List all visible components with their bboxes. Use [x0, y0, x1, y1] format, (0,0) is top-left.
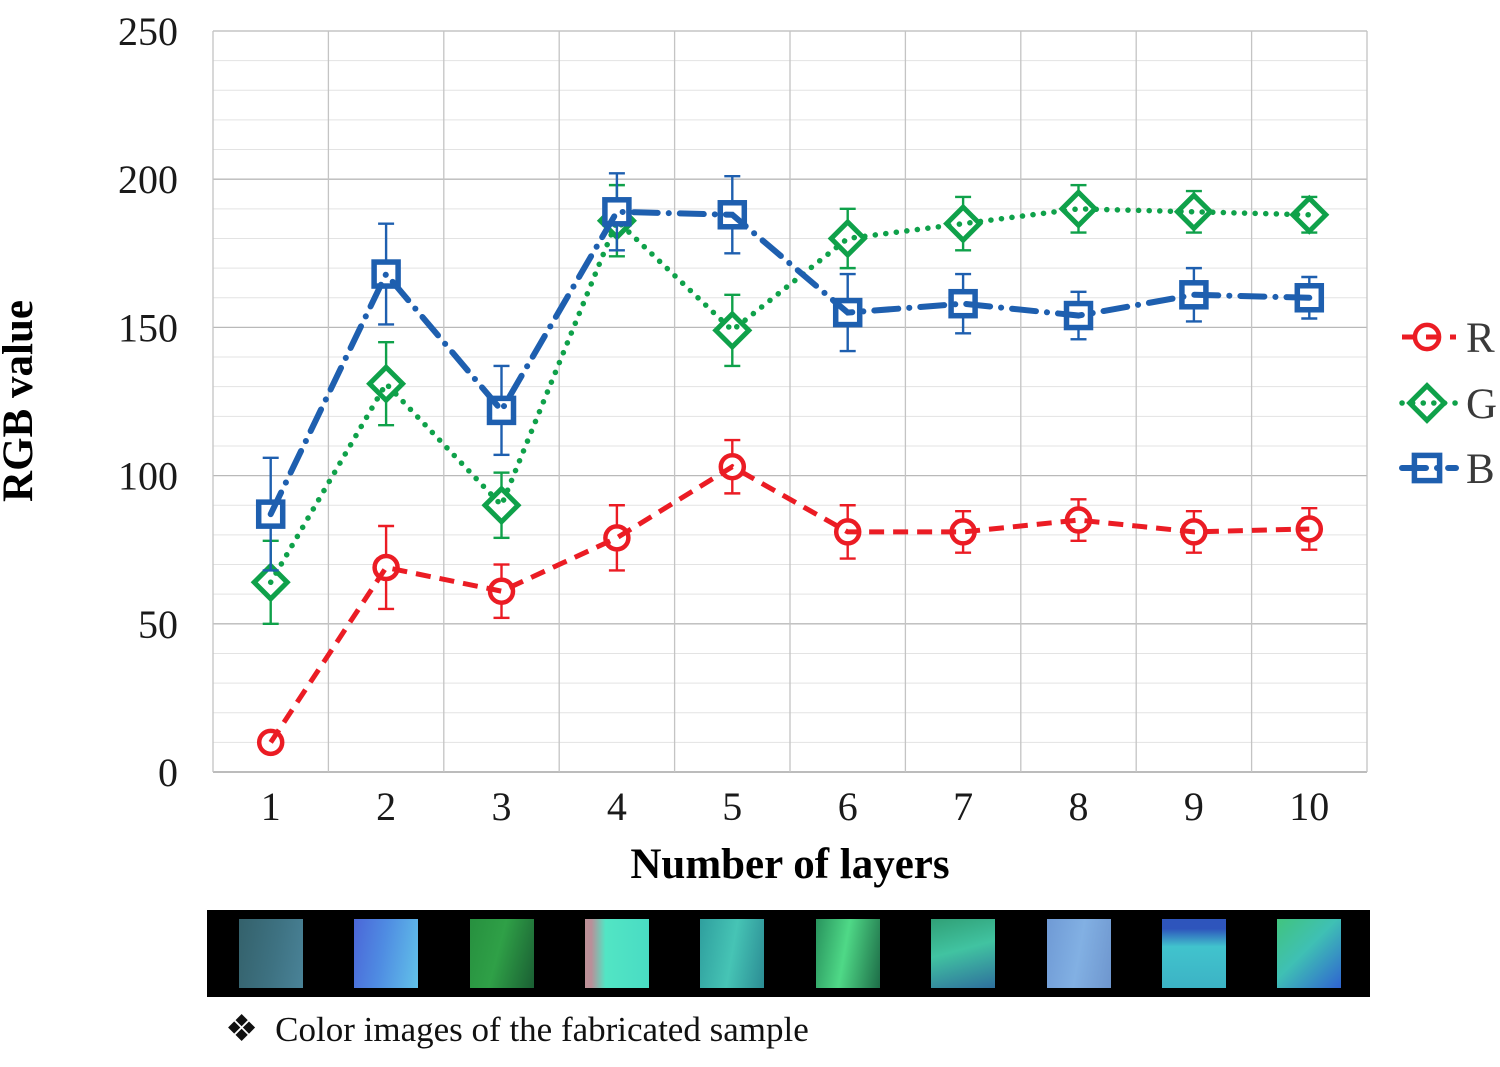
series-G-line [267, 206, 1313, 586]
legend-label-R: R [1466, 315, 1495, 362]
series-R-line [268, 463, 1310, 744]
series-B-line [267, 208, 1313, 518]
legend-item-B: B [1395, 446, 1495, 493]
diamond-marker [1058, 188, 1099, 229]
x-tick-label: 10 [1289, 784, 1329, 829]
x-tick-label: 9 [1184, 784, 1204, 829]
diamond-marker [1406, 382, 1448, 424]
diamond-bullet-icon: ❖ [225, 1009, 259, 1050]
diamond-marker [827, 218, 868, 259]
y-tick-label: 150 [118, 305, 178, 350]
sample-image-layer-10 [1277, 919, 1342, 988]
sample-image-layer-1 [238, 919, 303, 988]
diamond-marker [943, 203, 984, 244]
rgb-line-chart: 0 50 100 150 200 250 1 2 3 4 5 6 7 8 9 10 Number of laye… [0, 9, 1497, 888]
legend-item-G: G [1395, 381, 1497, 428]
legend-item-R: R [1398, 315, 1495, 362]
y-tick-label: 100 [118, 454, 178, 499]
legend-label-G: G [1466, 381, 1497, 428]
y-axis-tick-labels: 0 50 100 150 200 250 [118, 9, 178, 795]
sample-strip [207, 910, 1370, 997]
x-axis-title: Number of layers [630, 841, 949, 888]
diamond-marker [481, 485, 522, 526]
sample-image-layer-4 [584, 919, 649, 988]
x-axis-tick-labels: 1 2 3 4 5 6 7 8 9 10 [261, 784, 1330, 829]
square-marker [486, 395, 517, 426]
sample-image-layer-5 [700, 919, 765, 988]
sample-image-layer-8 [1046, 919, 1111, 988]
x-tick-label: 4 [607, 784, 627, 829]
x-tick-label: 1 [261, 784, 281, 829]
x-tick-label: 6 [838, 784, 858, 829]
y-axis-title: RGB value [0, 300, 42, 502]
caption-text: Color images of the fabricated sample [275, 1010, 809, 1049]
x-tick-label: 2 [376, 784, 396, 829]
caption: ❖ Color images of the fabricated sample [225, 1011, 809, 1048]
sample-image-layer-6 [815, 919, 880, 988]
sample-image-layer-9 [1161, 919, 1226, 988]
y-tick-label: 250 [118, 9, 178, 54]
x-gridlines [212, 31, 1368, 772]
x-tick-label: 8 [1069, 784, 1089, 829]
sample-image-layer-2 [354, 919, 419, 988]
legend-label-B: B [1466, 446, 1495, 493]
y-tick-label: 50 [138, 602, 178, 647]
x-tick-label: 3 [492, 784, 512, 829]
y-tick-label: 0 [158, 750, 178, 795]
x-tick-label: 5 [722, 784, 742, 829]
sample-image-layer-7 [931, 919, 996, 988]
legend: RGB [1395, 315, 1497, 493]
sample-image-layer-3 [469, 919, 534, 988]
diamond-marker [712, 310, 753, 351]
circle-marker [603, 524, 631, 552]
x-tick-label: 7 [953, 784, 973, 829]
y-tick-label: 200 [118, 157, 178, 202]
